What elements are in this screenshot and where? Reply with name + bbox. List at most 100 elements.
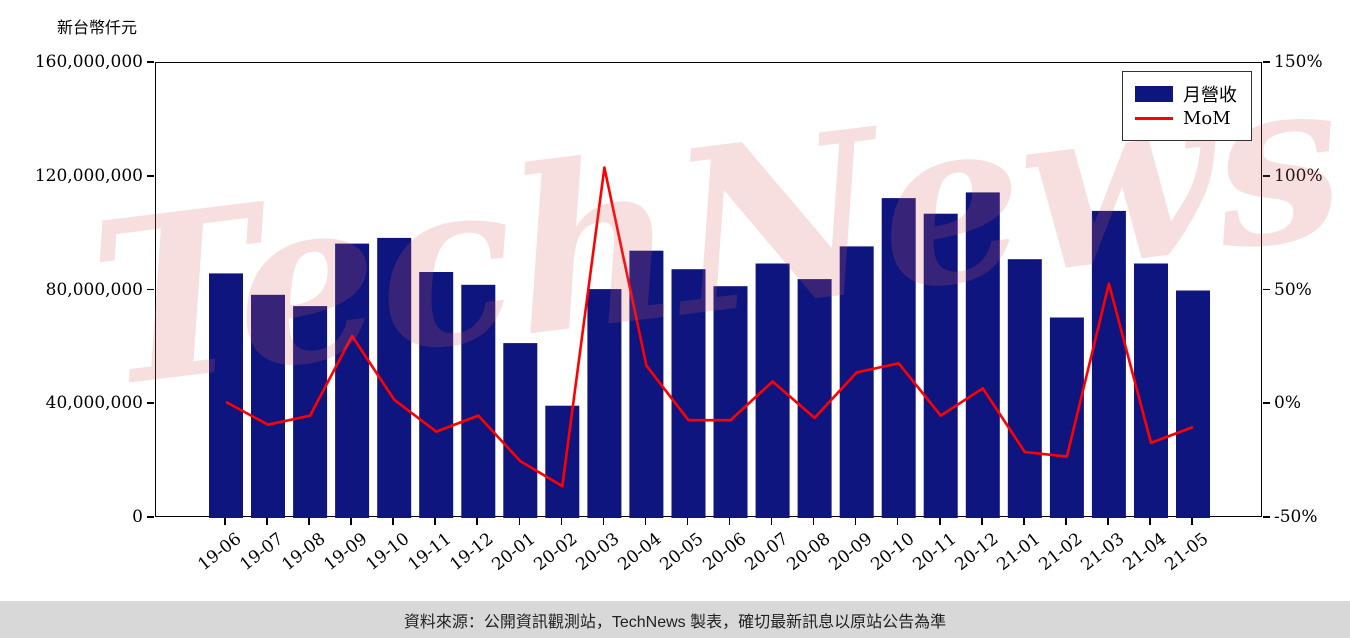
revenue-bar-19-11 — [419, 272, 454, 518]
source-footer-text: 資料來源：公開資訊觀測站，TechNews 製表，確切最新訊息以原站公告為準 — [403, 613, 947, 631]
x-axis-tick — [602, 518, 605, 525]
left-axis-tick — [147, 174, 154, 177]
x-axis-tick-label: 21-02 — [1035, 529, 1087, 575]
plot-area: 月營收 MoM — [155, 62, 1262, 518]
x-axis-tick — [854, 518, 857, 525]
chart-canvas — [209, 166, 1210, 518]
revenue-bar-20-08 — [797, 279, 832, 518]
left-axis-tick — [147, 516, 154, 518]
mom-line — [225, 166, 1194, 488]
revenue-bar-21-02 — [1049, 317, 1084, 518]
x-axis-tick — [1065, 518, 1067, 525]
x-axis-tick-label: 19-12 — [446, 529, 498, 575]
x-axis-tick — [896, 518, 899, 525]
x-axis-tick-label: 20-03 — [572, 529, 624, 575]
x-axis-tick — [476, 518, 479, 525]
right-axis-tick — [1263, 288, 1270, 291]
left-axis-tick-label: 40,000,000 — [45, 393, 143, 414]
revenue-bar-20-11 — [923, 213, 958, 518]
x-axis-tick — [728, 518, 731, 525]
x-axis-tick-label: 20-05 — [656, 529, 708, 575]
legend-row-mom: MoM — [1135, 106, 1237, 131]
x-axis-tick — [350, 518, 352, 525]
x-axis-tick-label: 19-07 — [236, 529, 288, 575]
x-axis-tick — [224, 518, 226, 525]
legend: 月營收 MoM — [1122, 71, 1252, 141]
legend-revenue-label: 月營收 — [1183, 84, 1237, 106]
x-axis-tick-label: 20-08 — [782, 529, 834, 575]
x-axis-tick — [392, 518, 394, 525]
revenue-bar-20-04 — [629, 250, 664, 518]
legend-row-revenue: 月營收 — [1135, 81, 1237, 106]
left-axis-tick-label: 80,000,000 — [45, 279, 143, 300]
x-axis-tick-label: 19-06 — [194, 529, 246, 575]
x-axis-tick — [1107, 518, 1109, 525]
mom-line-swatch — [1135, 117, 1173, 120]
revenue-bar-21-04 — [1134, 263, 1168, 518]
revenue-bar-20-02 — [545, 405, 580, 518]
x-axis-tick-label: 21-01 — [993, 529, 1045, 575]
x-axis-tick-label: 20-10 — [867, 529, 919, 575]
right-axis-tick — [1263, 61, 1270, 63]
x-axis-tick — [518, 518, 521, 525]
right-axis-tick-label: 150% — [1274, 52, 1323, 72]
x-axis-tick — [434, 518, 436, 525]
x-axis-tick-label: 20-06 — [698, 529, 750, 575]
x-axis-tick — [1149, 518, 1151, 525]
source-footer: 資料來源：公開資訊觀測站，TechNews 製表，確切最新訊息以原站公告為準 — [0, 601, 1350, 638]
revenue-bar-20-12 — [965, 192, 1000, 518]
revenue-bar-19-08 — [293, 306, 328, 518]
left-axis-tick-label: 120,000,000 — [34, 165, 143, 186]
x-axis-tick-label: 19-08 — [278, 529, 330, 575]
revenue-bar-19-10 — [377, 237, 412, 518]
legend-mom-label: MoM — [1183, 108, 1231, 129]
x-axis-tick — [938, 518, 941, 525]
x-axis-tick-label: 21-04 — [1119, 529, 1171, 575]
x-axis-tick — [770, 518, 773, 525]
x-axis-tick — [1023, 518, 1025, 525]
left-axis-tick-label: 160,000,000 — [34, 52, 143, 72]
x-axis-tick — [308, 518, 310, 525]
x-axis-tick — [812, 518, 815, 525]
revenue-bar-20-10 — [881, 198, 916, 518]
x-axis-tick-label: 21-05 — [1161, 529, 1213, 575]
left-axis-title: 新台幣仟元 — [57, 18, 138, 37]
right-axis-tick — [1263, 174, 1270, 177]
revenue-bar-19-07 — [251, 294, 285, 518]
left-axis-tick — [147, 61, 154, 63]
right-axis-tick-label: 50% — [1274, 279, 1312, 300]
revenue-bar-20-09 — [839, 246, 874, 518]
x-axis-tick-label: 20-11 — [909, 529, 961, 575]
revenue-bar-20-01 — [503, 343, 538, 518]
left-axis-tick-label: 0 — [132, 507, 143, 527]
x-axis-tick — [1191, 518, 1193, 525]
right-axis-tick — [1263, 402, 1270, 405]
revenue-bar-20-05 — [671, 269, 706, 518]
x-axis-tick-label: 20-01 — [488, 529, 540, 575]
x-axis-tick-label: 20-09 — [825, 529, 876, 575]
revenue-bar-21-03 — [1091, 210, 1126, 518]
revenue-bar-swatch — [1135, 85, 1173, 102]
revenue-bar-19-06 — [209, 273, 243, 518]
revenue-bar-21-05 — [1176, 290, 1210, 518]
revenue-bar-21-01 — [1007, 259, 1042, 518]
right-axis-tick-label: 0% — [1274, 393, 1301, 414]
left-axis-tick — [147, 288, 154, 291]
x-axis-tick-label: 21-03 — [1077, 529, 1129, 575]
revenue-bar-20-06 — [713, 286, 748, 518]
right-axis-tick — [1263, 516, 1270, 518]
right-axis-tick-label: 100% — [1274, 165, 1323, 186]
revenue-bar-20-03 — [587, 289, 622, 518]
left-axis-tick — [147, 402, 154, 405]
x-axis-tick-label: 19-11 — [404, 529, 456, 575]
x-axis-tick — [686, 518, 689, 525]
revenue-bar-19-09 — [335, 243, 370, 518]
x-axis-tick — [644, 518, 647, 525]
x-axis-tick-label: 19-09 — [320, 529, 372, 575]
x-axis-tick-label: 19-10 — [362, 529, 414, 575]
x-axis-tick — [560, 518, 563, 525]
right-axis-tick-label: -50% — [1274, 507, 1318, 527]
x-axis-tick-label: 20-12 — [951, 529, 1003, 575]
x-axis-tick — [980, 518, 983, 525]
